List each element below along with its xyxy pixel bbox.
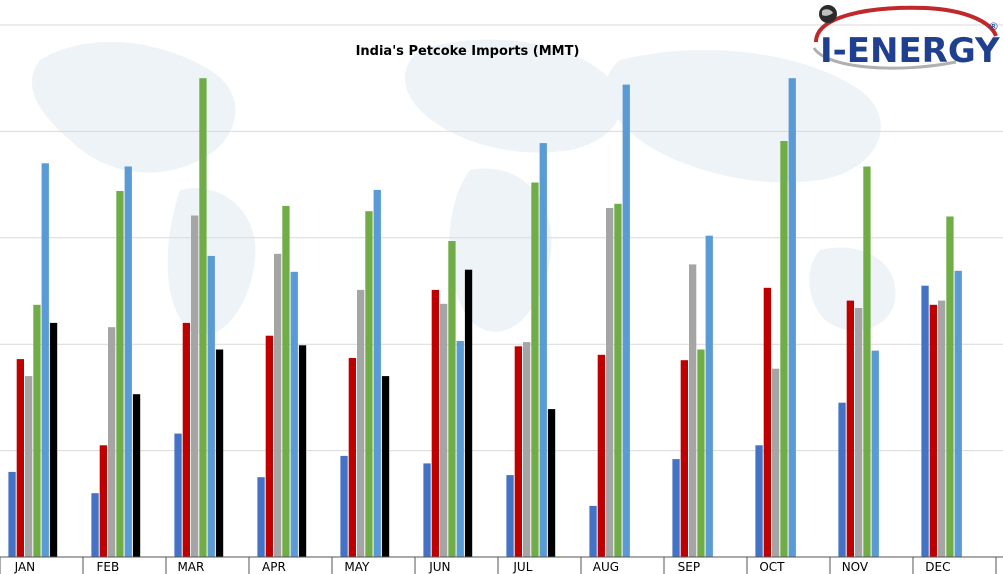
- bar-jun-s1: [423, 463, 431, 557]
- x-axis: JAN FEB MAR APR MAY JUN JUL AUG SEP OCT NOV DEC: [0, 556, 1003, 574]
- bar-mar-s5: [207, 255, 215, 557]
- bar-dec-s5: [954, 270, 962, 557]
- x-tick-label-aug: AUG: [593, 560, 619, 574]
- bar-dec-s1: [921, 285, 929, 557]
- registered-mark: ®: [988, 20, 999, 33]
- bar-jul-s6: [547, 409, 556, 557]
- bar-jul-s1: [506, 475, 514, 557]
- bar-jul-s5: [539, 143, 547, 557]
- bar-dec-s2: [929, 304, 937, 557]
- bar-mar-s6: [215, 349, 224, 557]
- x-tick-label-jun: JUN: [428, 560, 450, 574]
- bar-nov-s1: [838, 402, 846, 557]
- world-map-watermark: [31, 39, 896, 336]
- bar-jun-s4: [448, 241, 456, 557]
- x-tick-label-may: MAY: [344, 560, 370, 574]
- bar-aug-s5: [622, 84, 630, 557]
- bar-aug-s4: [614, 203, 622, 558]
- bar-feb-s4: [116, 191, 124, 557]
- gridlines: [0, 24, 1003, 452]
- bar-jan-s2: [16, 359, 24, 557]
- bar-may-s5: [373, 189, 381, 557]
- bar-jul-s3: [523, 342, 531, 557]
- bar-feb-s6: [132, 394, 141, 557]
- bar-series-group: [8, 78, 962, 558]
- x-tick-label-feb: FEB: [97, 560, 120, 574]
- bar-feb-s1: [91, 493, 99, 557]
- bar-mar-s4: [199, 78, 207, 557]
- bar-aug-s3: [606, 208, 614, 557]
- bar-jan-s3: [25, 376, 33, 557]
- bar-jan-s4: [33, 304, 41, 557]
- bar-feb-s5: [124, 166, 132, 557]
- bar-aug-s1: [589, 505, 597, 557]
- bar-jan-s1: [8, 471, 16, 557]
- x-tick-label-jan: JAN: [14, 560, 36, 574]
- bar-may-s2: [348, 358, 356, 557]
- bar-oct-s1: [755, 445, 763, 557]
- x-tick-label-apr: APR: [262, 560, 286, 574]
- chart-title: India's Petcoke Imports (MMT): [355, 44, 580, 59]
- bar-mar-s1: [174, 433, 182, 557]
- bar-may-s4: [365, 211, 373, 557]
- bar-dec-s3: [938, 300, 946, 557]
- bar-nov-s5: [871, 350, 879, 557]
- bar-apr-s3: [274, 253, 282, 558]
- logo-swoosh: [814, 5, 998, 43]
- bar-may-s6: [381, 376, 390, 557]
- x-tick-label-nov: NOV: [842, 560, 869, 574]
- x-tick-label-sep: SEP: [678, 560, 700, 574]
- bar-apr-s2: [265, 335, 273, 557]
- bar-apr-s5: [290, 271, 298, 557]
- bar-jun-s3: [440, 303, 448, 557]
- bar-sep-s4: [697, 349, 705, 557]
- bar-nov-s4: [863, 166, 871, 557]
- bar-may-s1: [340, 455, 348, 557]
- bar-oct-s3: [772, 368, 780, 557]
- bar-oct-s5: [788, 78, 796, 557]
- bar-jan-s6: [49, 322, 58, 557]
- x-tick-label-dec: DEC: [925, 560, 950, 574]
- bar-apr-s4: [282, 205, 290, 557]
- x-tick-label-oct: OCT: [759, 560, 785, 574]
- bar-feb-s2: [99, 445, 107, 557]
- logo-text: I-ENERGY: [820, 31, 1000, 71]
- x-tick-label-mar: MAR: [177, 560, 204, 574]
- bar-sep-s2: [680, 360, 688, 557]
- bar-sep-s5: [705, 235, 713, 557]
- bar-apr-s1: [257, 477, 265, 557]
- bar-mar-s3: [191, 215, 199, 557]
- bar-jan-s5: [41, 163, 49, 558]
- bar-nov-s3: [855, 308, 863, 557]
- bar-jun-s5: [456, 341, 464, 557]
- bar-oct-s2: [763, 287, 771, 557]
- bar-nov-s2: [846, 300, 854, 557]
- bar-sep-s1: [672, 459, 680, 557]
- bar-jul-s4: [531, 182, 539, 557]
- logo-swoosh-lower: [812, 47, 957, 70]
- bar-apr-s6: [298, 345, 307, 557]
- bar-oct-s4: [780, 141, 788, 557]
- bar-dec-s4: [946, 216, 954, 557]
- bar-jul-s2: [514, 346, 522, 557]
- bar-jun-s6: [464, 269, 473, 557]
- bar-jun-s2: [431, 289, 439, 557]
- bar-may-s3: [357, 289, 365, 557]
- bar-sep-s3: [689, 264, 697, 557]
- i-energy-logo: I-ENERGY ®: [812, 5, 1000, 71]
- bar-feb-s3: [108, 327, 116, 557]
- bar-mar-s2: [182, 322, 190, 557]
- bar-aug-s2: [597, 354, 605, 557]
- x-tick-label-jul: JUL: [512, 560, 532, 574]
